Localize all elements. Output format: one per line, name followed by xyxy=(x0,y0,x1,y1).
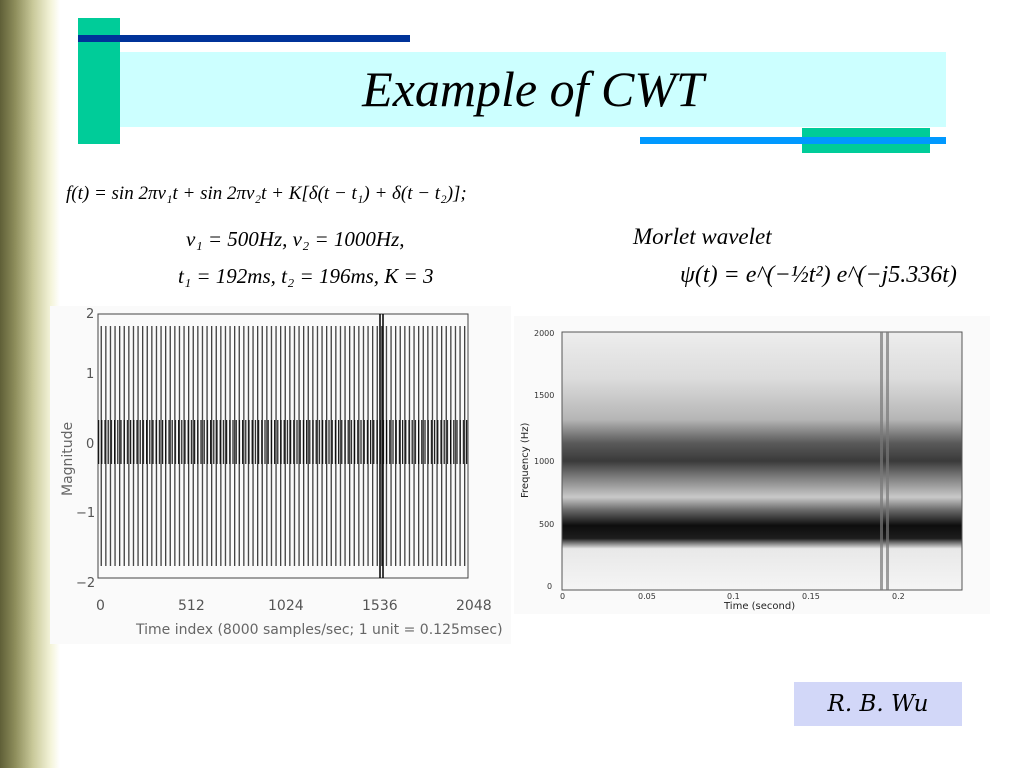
morlet-wavelet-formula-text: ψ(t) = e^(−½t²) e^(−j5.336t) xyxy=(680,262,957,288)
blue-accent-line xyxy=(640,137,946,144)
signal-xtick: 1536 xyxy=(362,598,398,614)
signal-ytick: 2 xyxy=(86,307,94,322)
cwt-ytick: 2000 xyxy=(534,329,554,338)
signal-xtick: 0 xyxy=(96,598,105,614)
cwt-ytick: 500 xyxy=(539,520,554,529)
morlet-wavelet-formula: ψ(t) = e^(−½t²) e^(−j5.336t) xyxy=(680,262,957,289)
signal-xtick: 2048 xyxy=(456,598,492,614)
cwt-ytick: 1500 xyxy=(534,391,554,400)
cwt-ytick: 0 xyxy=(547,582,552,591)
cwt-scalogram-svg: 2000 1500 1000 500 0 0 0.05 0.1 0.15 0.2… xyxy=(520,329,963,612)
navy-accent-line xyxy=(78,35,410,42)
signal-xtick: 1024 xyxy=(268,598,304,614)
scalogram-impulse-1 xyxy=(880,332,883,590)
signal-ytick: −2 xyxy=(76,576,95,591)
cwt-xtick: 0.05 xyxy=(638,592,656,601)
signal-plot-svg: 2 1 0 −1 −2 0 512 1024 1536 2048 Time in… xyxy=(60,307,503,638)
cwt-xtick: 0.1 xyxy=(727,592,740,601)
cwt-xtick: 0.15 xyxy=(802,592,820,601)
equation-frequencies: ν₁ = 500Hz, ν₂ = 1000Hz, xyxy=(186,227,405,252)
scalogram-image xyxy=(561,331,963,591)
equation-times-text: t₁ = 192ms, t₂ = 196ms, K = 3 xyxy=(178,264,434,288)
cwt-xtick: 0 xyxy=(560,592,565,601)
signal-xtick: 512 xyxy=(178,598,205,614)
author-label: R. B. Wu xyxy=(794,682,962,726)
cwt-xlabel: Time (second) xyxy=(723,601,795,612)
equation-frequencies-text: ν₁ = 500Hz, ν₂ = 1000Hz, xyxy=(186,227,405,251)
cwt-ytick: 1000 xyxy=(534,457,554,466)
signal-ytick: −1 xyxy=(76,506,95,521)
signal-ylabel: Magnitude xyxy=(60,422,76,496)
cwt-scalogram: 2000 1500 1000 500 0 0 0.05 0.1 0.15 0.2… xyxy=(514,316,990,614)
signal-ytick: 1 xyxy=(86,367,94,382)
cwt-ylabel: Frequency (Hz) xyxy=(520,422,531,498)
morlet-wavelet-label: Morlet wavelet xyxy=(633,224,772,249)
equation-signal: f(t) = sin 2πν₁t + sin 2πν₂t + K[δ(t − t… xyxy=(66,183,467,205)
scalogram-impulse-2 xyxy=(886,332,889,590)
cwt-xtick: 0.2 xyxy=(892,592,905,601)
signal-plot: 2 1 0 −1 −2 0 512 1024 1536 2048 Time in… xyxy=(50,306,511,644)
signal-waveform-core xyxy=(98,420,468,464)
signal-xlabel: Time index (8000 samples/sec; 1 unit = 0… xyxy=(135,622,503,638)
signal-ytick: 0 xyxy=(86,437,94,452)
equation-signal-text: f(t) = sin 2πν₁t + sin 2πν₂t + K[δ(t − t… xyxy=(66,183,467,204)
slide-title: Example of CWT xyxy=(362,61,704,117)
equation-times: t₁ = 192ms, t₂ = 196ms, K = 3 xyxy=(178,264,433,289)
title-background xyxy=(120,52,946,127)
